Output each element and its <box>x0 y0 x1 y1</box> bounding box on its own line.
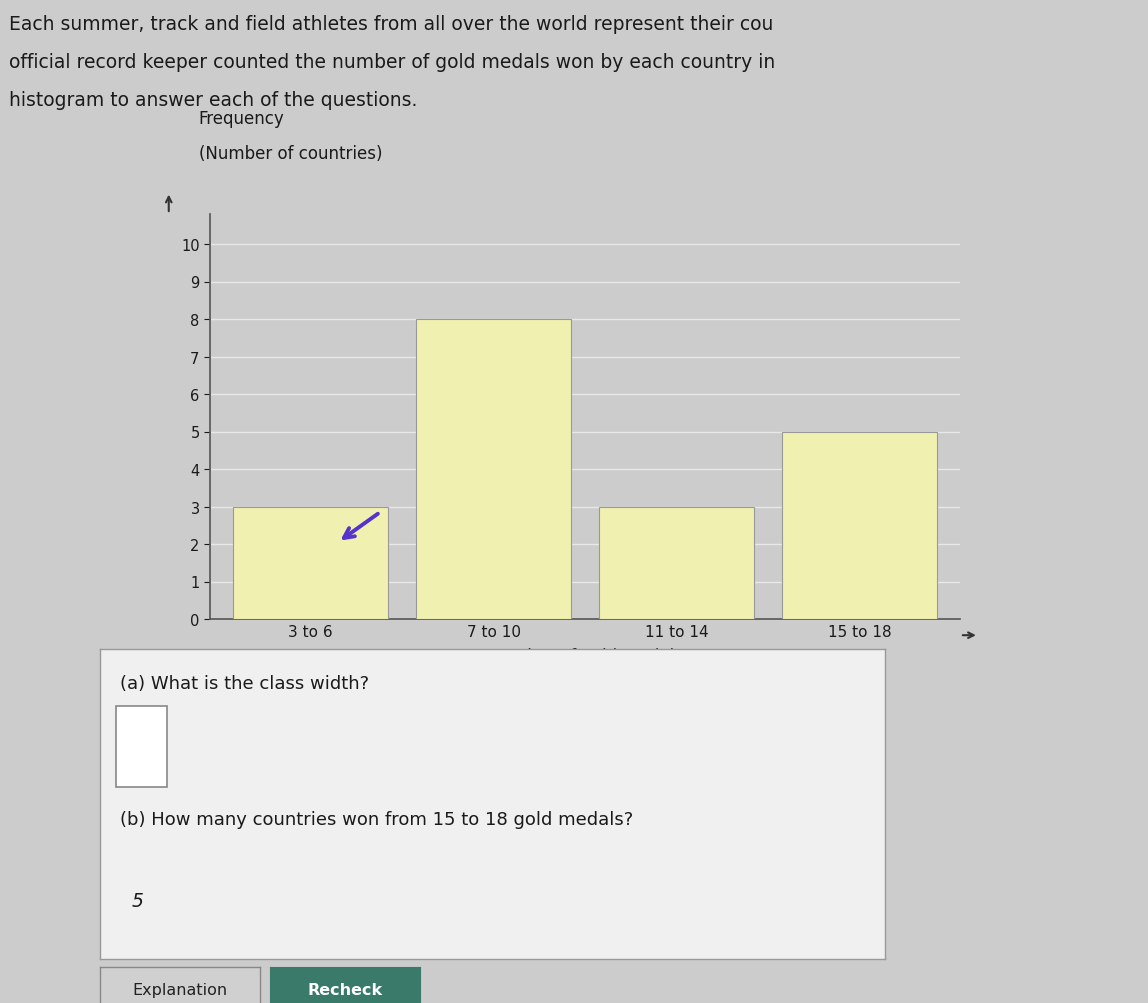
Text: histogram to answer each of the questions.: histogram to answer each of the question… <box>9 91 418 110</box>
Bar <box>416 320 572 620</box>
Text: (b) How many countries won from 15 to 18 gold medals?: (b) How many countries won from 15 to 18… <box>119 810 633 828</box>
Text: 5: 5 <box>131 891 144 910</box>
X-axis label: Number of gold medals: Number of gold medals <box>488 648 682 666</box>
Text: Frequency: Frequency <box>199 109 285 127</box>
Text: (Number of countries): (Number of countries) <box>199 144 382 162</box>
FancyBboxPatch shape <box>116 707 166 787</box>
Text: official record keeper counted the number of gold medals won by each country in: official record keeper counted the numbe… <box>9 53 775 72</box>
Text: (a) What is the class width?: (a) What is the class width? <box>119 674 369 692</box>
Text: Each summer, track and field athletes from all over the world represent their co: Each summer, track and field athletes fr… <box>9 15 774 34</box>
Bar <box>599 507 754 620</box>
Bar <box>233 507 388 620</box>
Text: Recheck: Recheck <box>308 982 382 997</box>
Text: Explanation: Explanation <box>132 982 227 997</box>
Bar <box>782 432 937 620</box>
